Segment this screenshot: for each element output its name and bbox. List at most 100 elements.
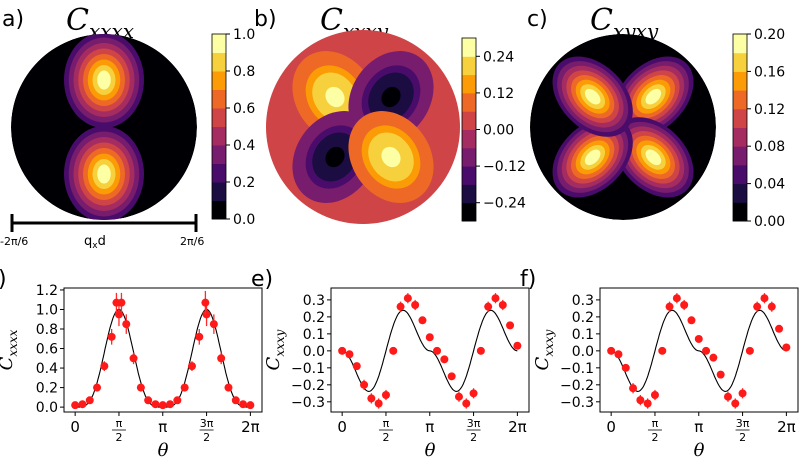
data-point <box>775 324 784 333</box>
colorbar-c-band <box>733 127 747 147</box>
colorbar-c-tick-label: 0.04 <box>754 177 785 193</box>
data-point <box>723 392 732 401</box>
data-point <box>454 392 463 401</box>
colorbar-c-tick-label: 0.08 <box>754 139 785 155</box>
colorbar-a-band <box>212 163 226 183</box>
colorbar-c-tick-label: 0.16 <box>754 64 785 80</box>
y-tick-label: 0.0 <box>36 400 58 416</box>
data-point <box>151 400 160 409</box>
x-tick-label: π <box>652 417 659 430</box>
colorbar-a-band <box>212 200 226 220</box>
colorbar-b-band <box>462 166 476 185</box>
x-tick-label: 3π <box>736 417 750 430</box>
colorbar-b-tick-label: 0.12 <box>483 86 514 102</box>
data-point <box>782 343 791 352</box>
data-point <box>745 346 754 355</box>
x-tick-label: 2π <box>508 418 527 436</box>
panel-label: e) <box>251 267 273 292</box>
colorbar-b: −0.24 −0.12 0.00 0.12 0.24 <box>461 37 526 222</box>
data-point <box>129 354 138 363</box>
data-point <box>396 302 405 311</box>
colorbar-a-band <box>212 145 226 164</box>
data-point <box>367 394 376 403</box>
data-point <box>217 354 226 363</box>
y-tick-label: −0.1 <box>560 361 594 377</box>
colorbar-c-band <box>733 108 747 128</box>
y-axis-label: Cxxxx <box>0 329 20 370</box>
x-tick-label: 2π <box>241 418 260 436</box>
data-point <box>71 401 80 410</box>
colorbar-b-band <box>462 202 476 222</box>
data-point <box>78 400 87 409</box>
axes-frame <box>330 287 530 413</box>
y-tick-label: 1.0 <box>36 302 58 318</box>
data-point <box>753 302 762 311</box>
data-point <box>643 399 652 408</box>
x-tick-label: 0 <box>606 418 616 436</box>
data-point <box>93 383 102 392</box>
data-point <box>607 346 616 355</box>
data-point <box>621 363 630 372</box>
data-point <box>136 383 145 392</box>
colorbar-c-band <box>733 71 747 91</box>
x-tick-label: 0 <box>337 418 347 436</box>
map-b-quadrant-2 <box>325 146 345 168</box>
y-tick-label: 0.2 <box>303 310 325 326</box>
data-point <box>122 320 131 329</box>
x-axis-label: θ <box>425 440 436 458</box>
y-tick-label: 0.1 <box>303 327 325 343</box>
x-tick-label-denominator: 2 <box>203 431 210 444</box>
x-tick-label-denominator: 2 <box>382 431 389 444</box>
colorbar-a-band <box>212 52 226 72</box>
colorbar-b-tick-label: −0.12 <box>483 159 526 175</box>
data-point <box>100 362 109 371</box>
data-point <box>345 350 354 359</box>
data-point <box>491 294 500 303</box>
colorbar-c-band <box>733 34 747 54</box>
map-c-lobe-3 <box>584 88 601 105</box>
data-point <box>158 401 167 410</box>
colorbar-c-tick-label: 0.12 <box>754 102 785 118</box>
scale-bar-axis-label: qxd <box>84 234 106 251</box>
map-a-lobe-up <box>97 70 111 90</box>
panel-c: c) Cxyxy 0.000.040.080.120.160.20 <box>527 3 785 230</box>
y-tick-label: −0.3 <box>560 395 594 411</box>
map-c-lobe-1 <box>645 149 662 166</box>
data-point <box>246 401 255 410</box>
data-point <box>731 399 740 408</box>
y-tick-label: 0.8 <box>36 322 58 338</box>
data-point <box>209 320 218 329</box>
x-tick-label: π <box>694 418 703 436</box>
map-c-lobe-0 <box>645 88 662 105</box>
y-axis-label: Cxxxy <box>263 329 287 370</box>
data-point <box>201 298 210 307</box>
colorbar-c-tick-label: 0.00 <box>754 214 785 230</box>
y-tick-label: 0.6 <box>36 342 58 358</box>
y-tick-label: −0.1 <box>291 361 325 377</box>
map-c-lobe-2 <box>584 149 601 166</box>
data-point <box>107 332 116 341</box>
colorbar-c-band <box>733 183 747 203</box>
colorbar-a-band <box>212 89 226 109</box>
data-point <box>433 346 442 355</box>
panel-label: d) <box>0 267 7 292</box>
data-point <box>411 300 420 309</box>
data-point <box>658 346 667 355</box>
colorbar-a-tick-label: 0.6 <box>233 101 255 117</box>
data-point <box>144 396 153 405</box>
panel-label-c: c) <box>527 7 548 32</box>
colorbar-a-tick-label: 0.8 <box>233 64 255 80</box>
x-tick-label: 0 <box>70 418 80 436</box>
colorbar-a-band <box>212 182 226 201</box>
data-point <box>440 355 449 364</box>
data-point <box>338 346 347 355</box>
data-point <box>166 400 175 409</box>
colorbar-b-band <box>462 111 476 130</box>
y-tick-label: 0.3 <box>572 293 594 309</box>
data-point <box>694 334 703 343</box>
x-axis-label: θ <box>158 440 169 458</box>
colorbar-b-tick-label: 0.00 <box>483 123 514 139</box>
colorbar-a: 0.0 0.2 0.4 0.6 0.8 1.0 <box>211 27 255 228</box>
data-point <box>702 346 711 355</box>
colorbar-a-tick-label: 1.0 <box>233 27 255 43</box>
